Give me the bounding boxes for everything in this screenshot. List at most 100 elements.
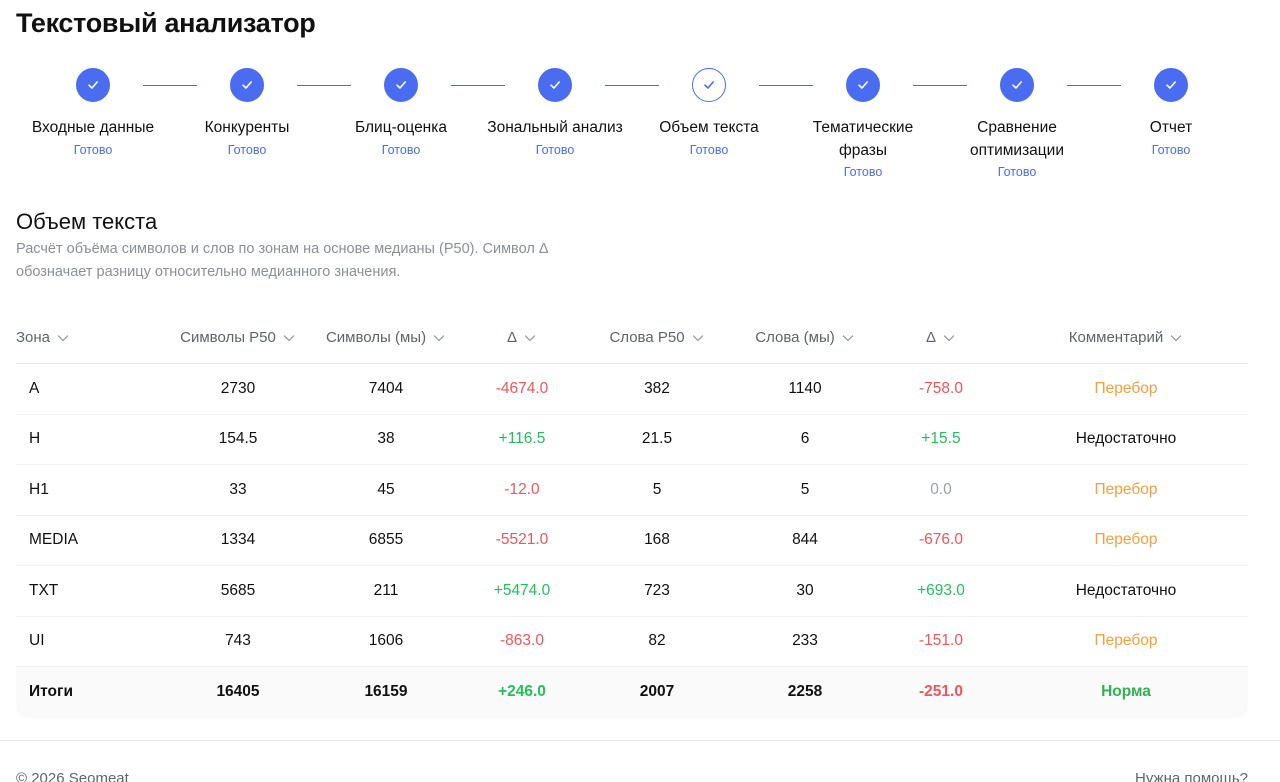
cell-zone: Итоги bbox=[29, 683, 73, 701]
chevron-down-icon bbox=[842, 334, 853, 341]
step-label: Объем текста bbox=[659, 119, 759, 136]
column-header-label: Комментарий bbox=[1068, 329, 1164, 346]
step-check-icon bbox=[76, 68, 110, 102]
table-row: TXT 5685 211 +5474.0 723 30 +693.0 Недостаточно bbox=[16, 566, 1248, 617]
chevron-down-icon bbox=[1171, 334, 1182, 341]
column-header-chars-us[interactable]: Символы (мы) bbox=[310, 329, 462, 346]
column-header-comment[interactable]: Комментарий bbox=[1004, 329, 1248, 346]
cell-comment: Перебор bbox=[1094, 379, 1158, 397]
cell-words-p50: 82 bbox=[648, 632, 666, 650]
cell-chars-us: 7404 bbox=[368, 379, 404, 397]
cell-chars-p50: 33 bbox=[229, 480, 247, 498]
cell-chars-us: 16159 bbox=[364, 683, 408, 701]
column-header-zone[interactable]: Зона bbox=[16, 329, 166, 346]
cell-zone: H bbox=[29, 430, 41, 448]
step-5[interactable]: Объем текста Готово bbox=[632, 68, 786, 159]
cell-words-delta: +15.5 bbox=[921, 430, 961, 448]
cell-words-p50: 723 bbox=[644, 581, 670, 599]
column-header-chars-delta[interactable]: Δ bbox=[462, 329, 582, 346]
step-status: Готово bbox=[997, 165, 1037, 179]
cell-chars-p50: 154.5 bbox=[218, 430, 258, 448]
chevron-down-icon bbox=[524, 334, 536, 341]
section-description: Расчёт объёма символов и слов по зонам н… bbox=[16, 241, 548, 280]
step-connector bbox=[297, 85, 351, 86]
cell-chars-us: 1606 bbox=[368, 632, 404, 650]
cell-zone: TXT bbox=[29, 581, 59, 599]
cell-chars-delta: +5474.0 bbox=[493, 581, 551, 599]
step-connector bbox=[143, 85, 197, 86]
step-status: Готово bbox=[843, 165, 883, 179]
cell-chars-p50: 16405 bbox=[216, 683, 260, 701]
step-check-icon bbox=[1000, 68, 1034, 102]
step-label: Тематические фразы bbox=[812, 119, 914, 159]
table-header: Зона Символы P50 Символы (мы) Δ Слова P50 Сло… bbox=[16, 312, 1248, 364]
step-label: Конкуренты bbox=[204, 119, 290, 136]
step-1[interactable]: Входные данные Готово bbox=[16, 68, 170, 159]
step-status: Готово bbox=[381, 142, 421, 157]
cell-words-us: 1140 bbox=[788, 379, 822, 397]
help-link[interactable]: Нужна помощь? bbox=[1135, 770, 1248, 782]
cell-words-us: 844 bbox=[792, 531, 818, 549]
cell-zone: MEDIA bbox=[29, 531, 79, 549]
column-header-words-delta[interactable]: Δ bbox=[878, 329, 1004, 346]
column-header-words-p50[interactable]: Слова P50 bbox=[582, 329, 732, 346]
step-7[interactable]: Сравнение оптимизации Готово bbox=[940, 68, 1094, 181]
cell-chars-us: 211 bbox=[373, 581, 399, 599]
text-volume-table: Зона Символы P50 Символы (мы) Δ Слова P50 Сло… bbox=[16, 312, 1248, 718]
table-row: A 2730 7404 -4674.0 382 1140 -758.0 Перебор bbox=[16, 364, 1248, 415]
cell-chars-us: 45 bbox=[377, 480, 395, 498]
cell-words-us: 5 bbox=[800, 480, 810, 498]
table-body: A 2730 7404 -4674.0 382 1140 -758.0 Перебор H 154… bbox=[16, 364, 1248, 718]
cell-comment: Перебор bbox=[1094, 531, 1158, 549]
chevron-down-icon bbox=[283, 334, 295, 341]
column-header-label: Слова (мы) bbox=[755, 329, 835, 346]
step-check-icon bbox=[692, 68, 726, 102]
cell-chars-p50: 1334 bbox=[220, 531, 256, 549]
column-header-chars-p50[interactable]: Символы P50 bbox=[166, 329, 310, 346]
step-connector bbox=[759, 85, 813, 86]
cell-words-delta: -676.0 bbox=[919, 531, 963, 549]
stepper: Входные данные Готово Конкуренты Готово Блиц… bbox=[0, 68, 1280, 188]
step-connector bbox=[913, 85, 967, 86]
step-2[interactable]: Конкуренты Готово bbox=[170, 68, 324, 159]
step-status: Готово bbox=[227, 142, 267, 157]
cell-words-delta: -151.0 bbox=[919, 632, 963, 650]
column-header-label: Символы (мы) bbox=[325, 329, 427, 346]
cell-comment: Перебор bbox=[1094, 632, 1158, 650]
column-header-label: Символы P50 bbox=[180, 329, 276, 346]
cell-chars-delta: -4674.0 bbox=[495, 379, 549, 397]
cell-chars-p50: 5685 bbox=[220, 581, 256, 599]
step-6[interactable]: Тематические фразы Готово bbox=[786, 68, 940, 181]
cell-chars-delta: +116.5 bbox=[498, 430, 546, 448]
step-4[interactable]: Зональный анализ Готово bbox=[478, 68, 632, 159]
step-check-icon bbox=[846, 68, 880, 102]
step-label: Блиц-оценка bbox=[355, 119, 447, 136]
cell-words-p50: 382 bbox=[644, 379, 670, 397]
cell-words-delta: -251.0 bbox=[919, 683, 963, 701]
cell-chars-p50: 743 bbox=[225, 632, 251, 650]
step-label: Зональный анализ bbox=[487, 119, 623, 136]
chevron-down-icon bbox=[57, 334, 69, 341]
cell-chars-delta: -863.0 bbox=[500, 632, 544, 650]
cell-comment: Недостаточно bbox=[1075, 581, 1177, 599]
cell-chars-delta: -12.0 bbox=[504, 480, 540, 498]
cell-chars-us: 6855 bbox=[368, 531, 404, 549]
step-check-icon bbox=[230, 68, 264, 102]
step-8[interactable]: Отчет Готово bbox=[1094, 68, 1248, 159]
cell-words-p50: 2007 bbox=[639, 683, 675, 701]
cell-words-us: 30 bbox=[796, 581, 814, 599]
step-label: Сравнение оптимизации bbox=[969, 119, 1064, 159]
step-3[interactable]: Блиц-оценка Готово bbox=[324, 68, 478, 159]
column-header-words-us[interactable]: Слова (мы) bbox=[732, 329, 878, 346]
chevron-down-icon bbox=[943, 334, 955, 341]
cell-words-us: 2258 bbox=[787, 683, 823, 701]
step-connector bbox=[451, 85, 505, 86]
cell-words-delta: +693.0 bbox=[917, 581, 965, 599]
cell-zone: UI bbox=[29, 632, 45, 650]
cell-words-p50: 168 bbox=[644, 531, 670, 549]
footer-divider bbox=[0, 740, 1280, 741]
step-status: Готово bbox=[535, 142, 575, 157]
cell-words-p50: 5 bbox=[652, 480, 662, 498]
step-check-icon bbox=[1154, 68, 1188, 102]
step-status: Готово bbox=[689, 142, 729, 157]
